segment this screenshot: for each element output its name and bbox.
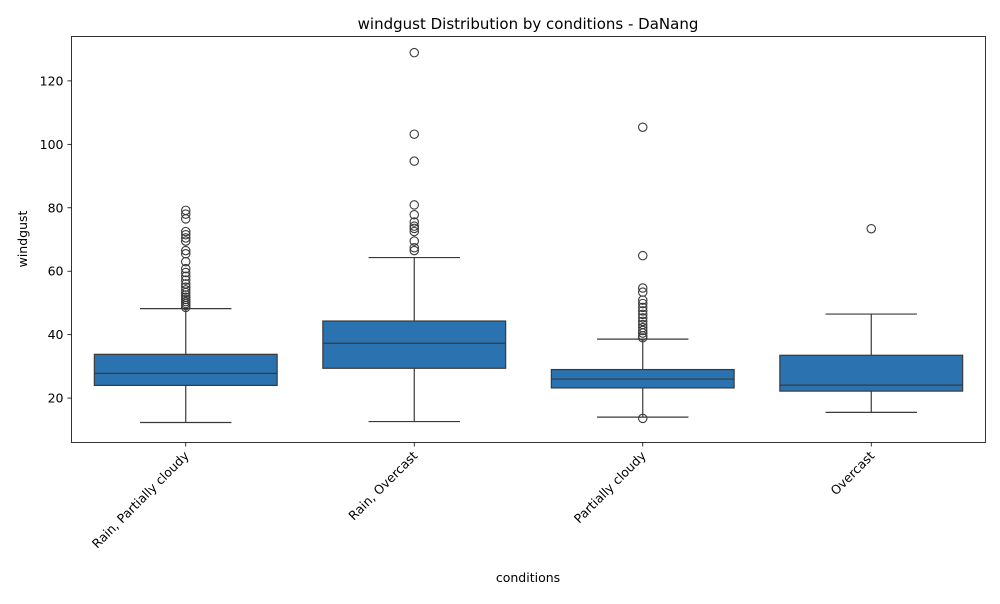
outlier-point — [409, 226, 419, 237]
outlier-point — [181, 209, 191, 219]
outlier-point — [181, 296, 191, 307]
outlier-point — [637, 309, 648, 320]
outlier-point — [637, 287, 648, 297]
outlier-point — [181, 294, 191, 305]
outlier-point — [637, 250, 648, 261]
outlier-point — [181, 233, 191, 243]
outlier-point — [181, 263, 191, 274]
outlier-point — [637, 306, 648, 316]
outlier-point — [637, 313, 648, 323]
outlier-point — [409, 221, 419, 231]
plot-frame — [71, 36, 986, 443]
outlier-point — [409, 156, 419, 166]
outlier-point — [409, 129, 419, 139]
outlier-point — [409, 210, 419, 220]
outlier-point — [637, 298, 648, 309]
x-axis: Rain, Partially cloudy Rain, Overcast Part… — [89, 442, 877, 552]
y-axis-label: windgust — [15, 210, 30, 267]
outlier-point — [181, 285, 191, 295]
box-group — [550, 122, 735, 424]
outlier-point — [181, 249, 191, 259]
outlier-point — [181, 205, 191, 216]
outlier-point — [181, 275, 191, 285]
x-tick-label: Rain, Overcast — [345, 448, 420, 523]
outlier-point — [866, 223, 876, 234]
x-tick-label: Partially cloudy — [571, 448, 649, 526]
outlier-point — [181, 267, 191, 278]
outlier-point — [409, 47, 419, 58]
outlier-point — [637, 413, 648, 424]
outlier-point — [409, 245, 419, 256]
outlier-point — [637, 325, 648, 336]
outlier-point — [181, 292, 191, 302]
outlier-point — [181, 226, 191, 237]
outlier-point — [181, 229, 191, 240]
outlier-point — [181, 279, 191, 289]
y-tick-label: 80 — [48, 200, 64, 215]
outlier-point — [637, 319, 648, 330]
box-iqr — [322, 320, 507, 369]
outlier-point — [181, 214, 191, 224]
box-iqr — [93, 353, 278, 387]
outlier-point — [409, 217, 419, 227]
box-group — [322, 47, 507, 423]
outlier-point — [637, 283, 648, 293]
outlier-point — [181, 236, 191, 246]
x-tick-label: Rain, Partially cloudy — [89, 448, 193, 552]
outlier-point — [637, 316, 648, 327]
outlier-point — [181, 282, 191, 292]
outlier-point — [409, 242, 419, 253]
outlier-point — [181, 271, 191, 282]
y-tick-label: 40 — [48, 327, 64, 342]
chart-title: windgust Distribution by conditions - Da… — [358, 15, 699, 33]
y-tick-label: 100 — [40, 137, 64, 152]
outlier-point — [637, 322, 648, 333]
y-axis: 20 40 60 80 100 120 — [40, 73, 72, 406]
outlier-point — [409, 223, 419, 234]
outlier-point — [637, 302, 648, 313]
y-tick-label: 20 — [48, 391, 64, 406]
box-iqr — [779, 354, 964, 392]
box-group — [93, 205, 278, 424]
outlier-point — [409, 236, 419, 246]
box-group — [779, 223, 964, 413]
outlier-point — [409, 200, 419, 210]
x-tick-label: Overcast — [827, 448, 877, 498]
y-tick-label: 60 — [48, 264, 64, 279]
x-axis-label: conditions — [496, 570, 560, 585]
plot-content — [93, 47, 964, 424]
outlier-point — [181, 245, 191, 256]
outlier-point — [637, 122, 648, 132]
y-tick-label: 120 — [40, 73, 64, 88]
